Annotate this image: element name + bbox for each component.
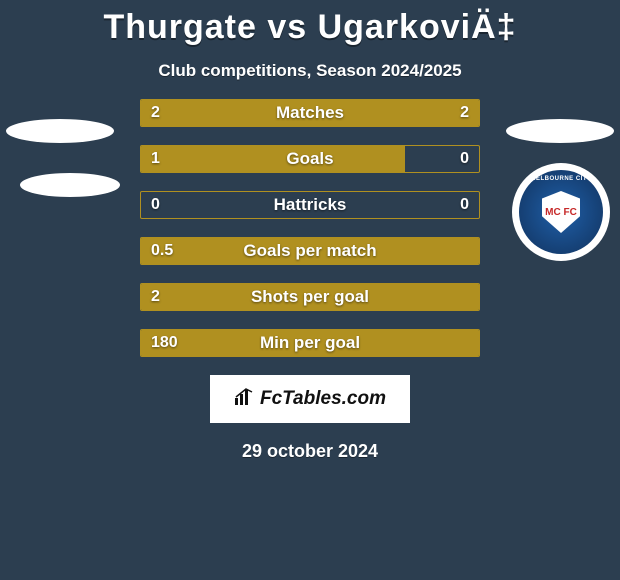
bar-chart-icon [234, 388, 254, 411]
date-stamp: 29 october 2024 [0, 441, 620, 462]
stat-row: 1Goals0 [140, 145, 480, 173]
stat-value-right: 2 [460, 100, 469, 126]
stat-rows: 2Matches21Goals00Hattricks00.5Goals per … [140, 99, 480, 357]
stat-label: Shots per goal [141, 284, 479, 310]
stat-row: 2Shots per goal [140, 283, 480, 311]
stat-row: 180Min per goal [140, 329, 480, 357]
stat-label: Min per goal [141, 330, 479, 356]
stat-row: 0Hattricks0 [140, 191, 480, 219]
badge-shield: MC FC [542, 191, 580, 233]
page-subtitle: Club competitions, Season 2024/2025 [0, 61, 620, 81]
stat-label: Goals [141, 146, 479, 172]
page-title: Thurgate vs UgarkoviÄ‡ [0, 0, 620, 47]
left-placeholder-oval [20, 173, 120, 197]
stat-label: Hattricks [141, 192, 479, 218]
brand-text: FcTables.com [260, 388, 386, 410]
stat-value-right: 0 [460, 192, 469, 218]
stat-row: 0.5Goals per match [140, 237, 480, 265]
left-placeholder-oval [6, 119, 114, 143]
badge-top-text: MELBOURNE CITY [519, 176, 603, 182]
stat-value-right: 0 [460, 146, 469, 172]
stat-label: Goals per match [141, 238, 479, 264]
club-badge: MELBOURNE CITY MC FC [512, 163, 610, 261]
brand-box: FcTables.com [210, 375, 410, 423]
stat-label: Matches [141, 100, 479, 126]
stat-row: 2Matches2 [140, 99, 480, 127]
right-placeholder-oval [506, 119, 614, 143]
comparison-stage: MELBOURNE CITYMC FC 2Matches21Goals00Hat… [0, 99, 620, 462]
